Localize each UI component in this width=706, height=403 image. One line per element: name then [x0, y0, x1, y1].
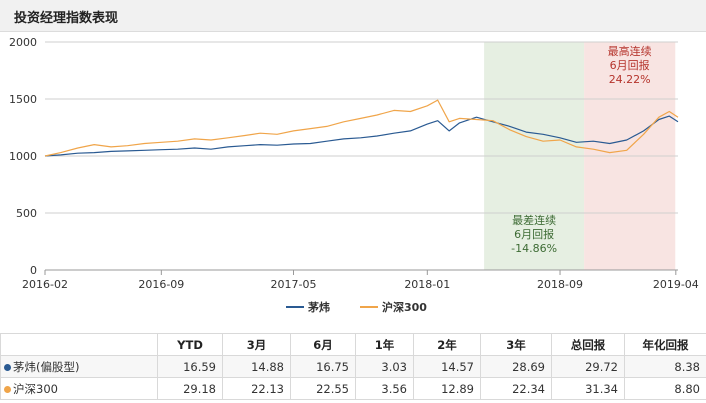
row-name: 沪深300: [13, 381, 58, 396]
y-tick-label: 1000: [9, 150, 37, 163]
table-cell: 14.88: [222, 355, 291, 378]
table-cell: 22.34: [480, 377, 552, 400]
table-cell: 22.13: [222, 377, 291, 400]
table-cell: 14.57: [413, 355, 481, 378]
panel-header: 投资经理指数表现: [0, 0, 706, 32]
region-label: -14.86%: [511, 242, 557, 255]
region-label: 最高连续: [608, 44, 652, 58]
table-header-row: YTD 3月 6月 1年 2年 3年 总回报 年化回报: [0, 333, 706, 356]
table-cell: 8.80: [624, 377, 706, 400]
table-cell: 31.34: [551, 377, 625, 400]
table-cell: 3.56: [355, 377, 414, 400]
table-cell: 22.55: [290, 377, 356, 400]
table-header-cell: 3月: [222, 333, 291, 356]
series-dot-icon: [4, 363, 11, 371]
table-cell: 16.75: [290, 355, 356, 378]
table-header-cell: 2年: [413, 333, 481, 356]
table-header-cell: 1年: [355, 333, 414, 356]
returns-table: YTD 3月 6月 1年 2年 3年 总回报 年化回报 茅炜(偏股型) 16.5…: [0, 333, 706, 400]
x-tick-label: 2016-09: [138, 278, 184, 291]
table-header-cell: 3年: [480, 333, 552, 356]
y-tick-label: 0: [30, 264, 37, 277]
y-tick-label: 2000: [9, 36, 37, 49]
table-cell: 8.38: [624, 355, 706, 378]
x-tick-label: 2018-01: [404, 278, 450, 291]
y-tick-label: 1500: [9, 93, 37, 106]
row-name-cell: 沪深300: [0, 377, 158, 400]
y-tick-label: 500: [16, 207, 37, 220]
series-dot-icon: [4, 385, 11, 393]
series-line: [44, 115, 679, 157]
row-name-cell: 茅炜(偏股型): [0, 355, 158, 378]
x-tick-label: 2017-05: [271, 278, 317, 291]
table-row: 茅炜(偏股型) 16.59 14.88 16.75 3.03 14.57 28.…: [0, 355, 706, 378]
region-label: 6月回报: [514, 227, 554, 241]
table-cell: 29.18: [157, 377, 223, 400]
region-label: 最差连续: [512, 213, 556, 227]
x-tick-label: 2016-02: [22, 278, 68, 291]
table-row: 沪深300 29.18 22.13 22.55 3.56 12.89 22.34…: [0, 377, 706, 400]
table-cell: 3.03: [355, 355, 414, 378]
table-cell: 16.59: [157, 355, 223, 378]
region-label: 24.22%: [609, 73, 651, 86]
x-tick-label: 2019-04: [653, 278, 699, 291]
performance-chart: 最差连续6月回报-14.86%最高连续6月回报24.22%05001000150…: [9, 36, 699, 314]
table-header-cell: 6月: [290, 333, 356, 356]
table-header-cell: [0, 333, 158, 356]
legend-label: 茅炜: [308, 300, 330, 314]
table-cell: 28.69: [480, 355, 552, 378]
table-header-cell: YTD: [157, 333, 223, 356]
table-cell: 12.89: [413, 377, 481, 400]
region-label: 6月回报: [610, 58, 650, 72]
table-header-cell: 总回报: [551, 333, 625, 356]
x-tick-label: 2018-09: [537, 278, 583, 291]
table-cell: 29.72: [551, 355, 625, 378]
row-name: 茅炜(偏股型): [13, 359, 80, 374]
panel-title: 投资经理指数表现: [14, 11, 119, 26]
table-header-cell: 年化回报: [624, 333, 706, 356]
legend-label: 沪深300: [382, 300, 427, 314]
series-line: [44, 99, 679, 157]
